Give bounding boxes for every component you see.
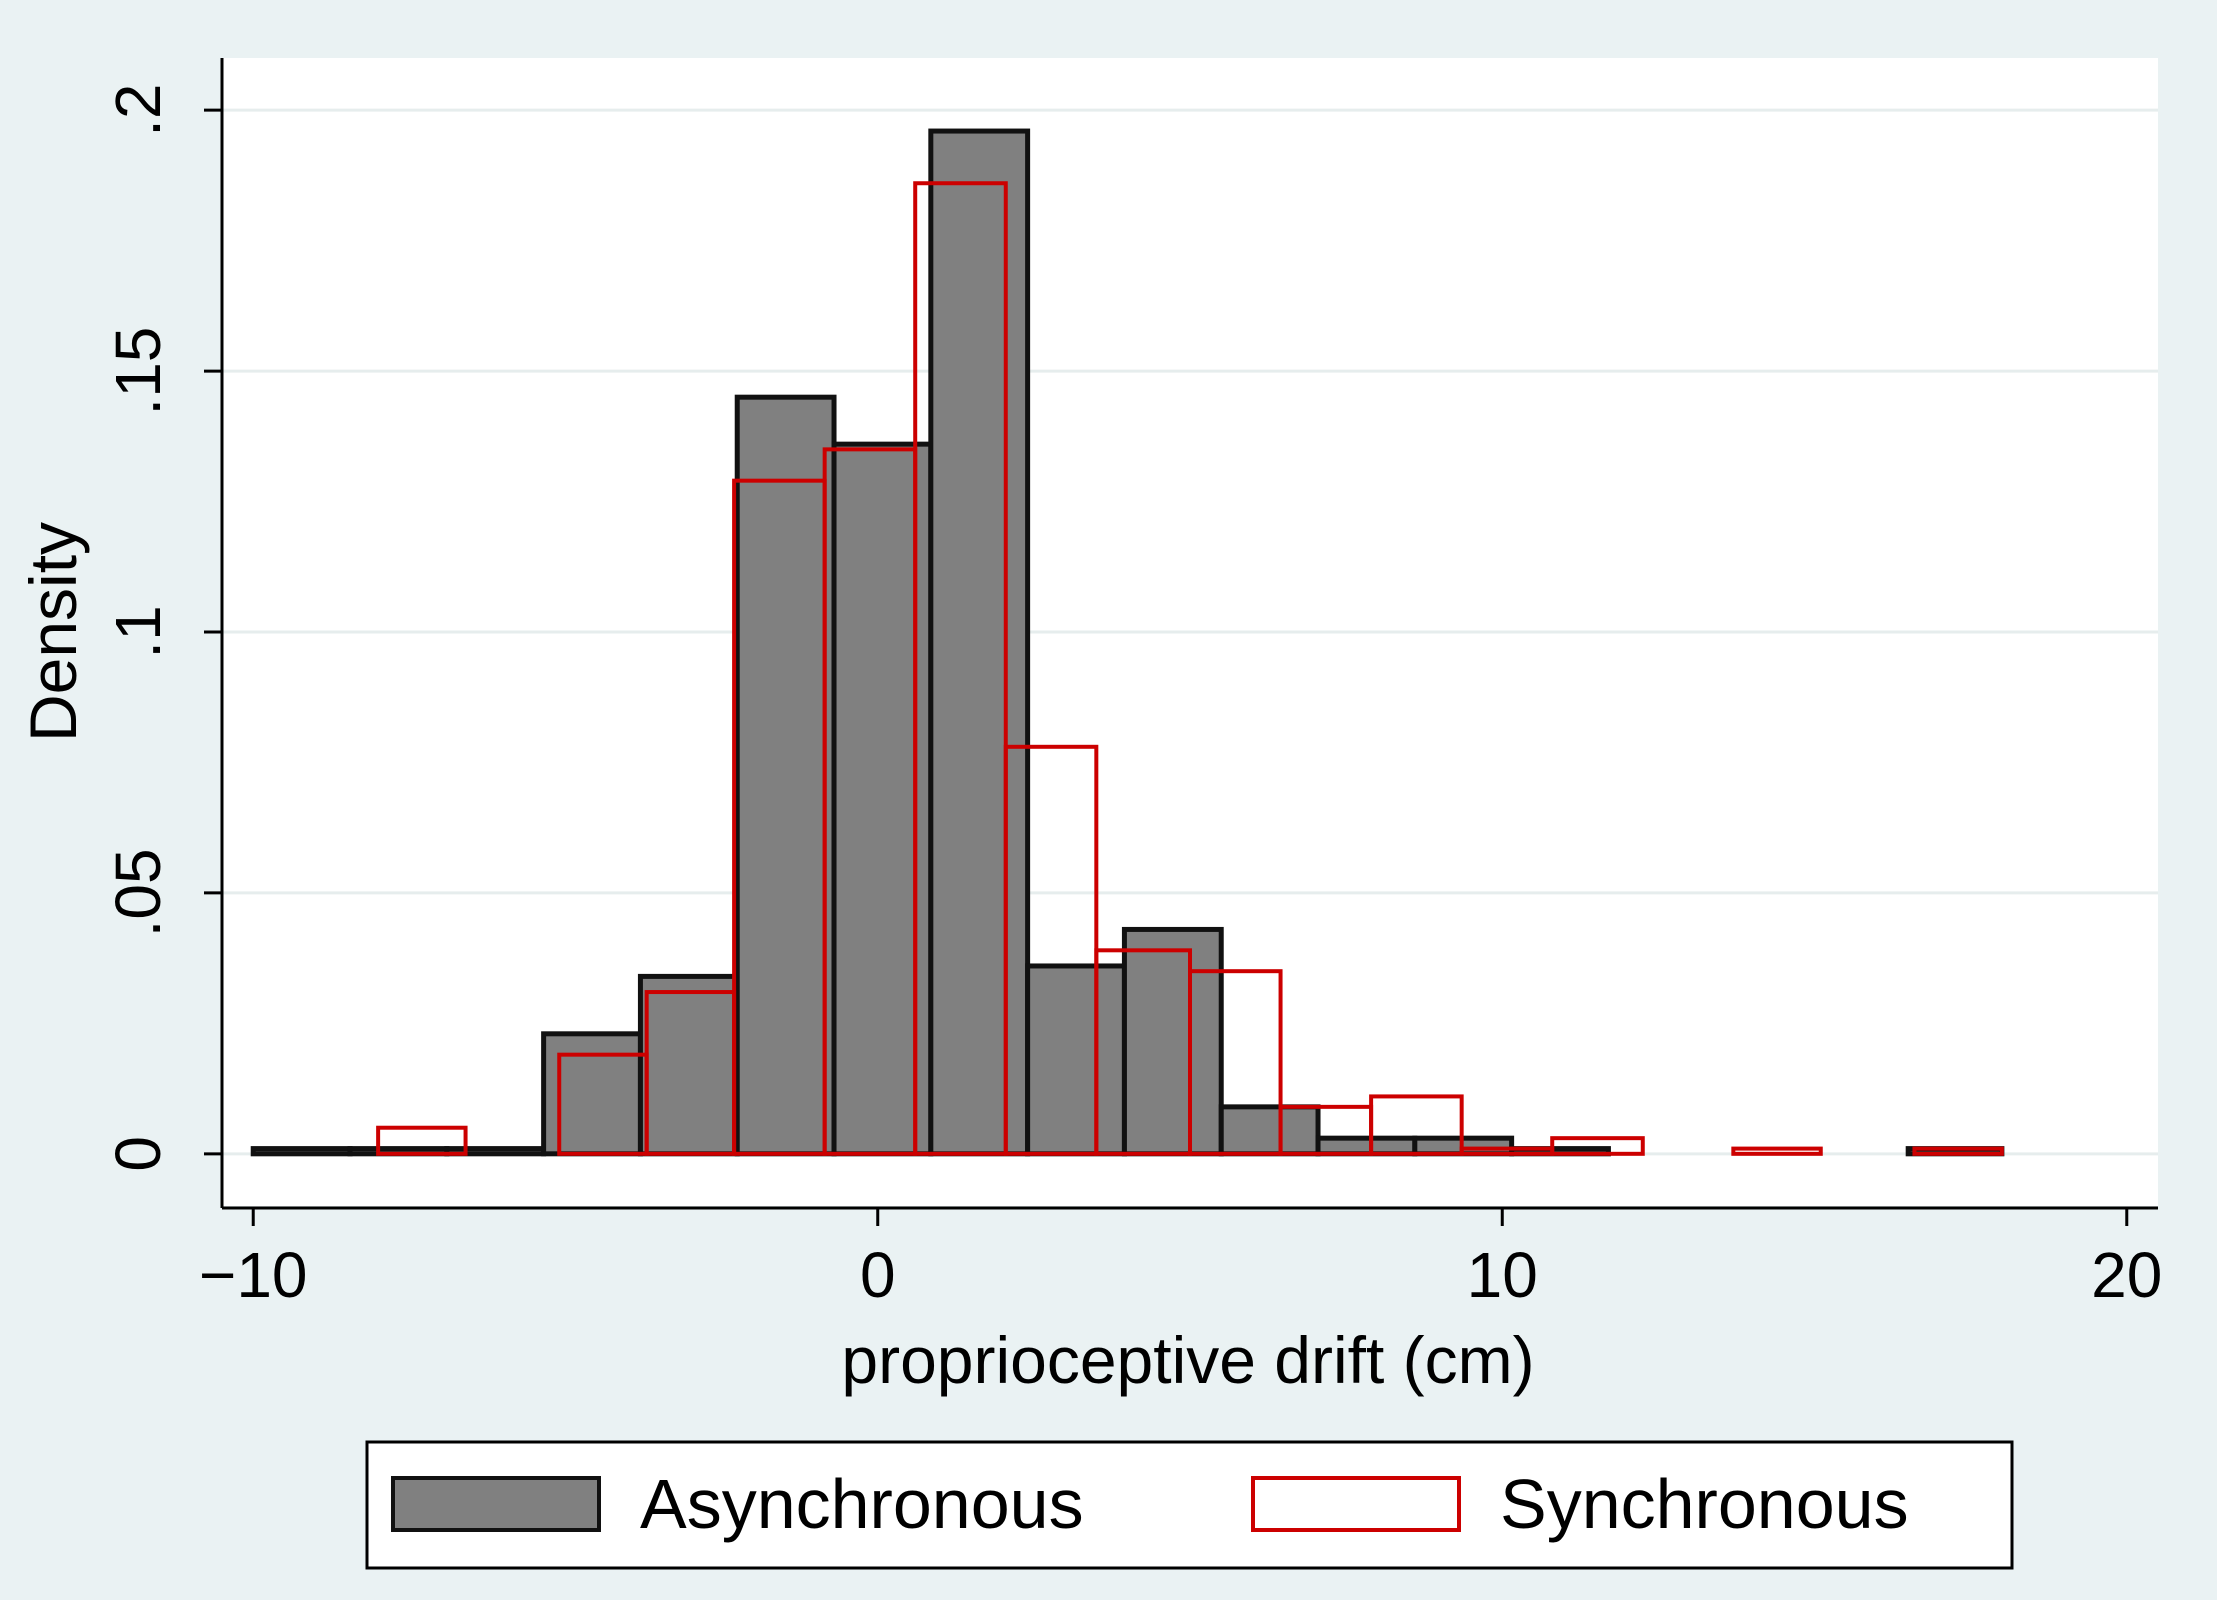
x-tick-label-1: 0: [860, 1239, 896, 1311]
asynchronous-bar-9: [1121, 926, 1224, 1157]
synchronous-bar-10: [1369, 1094, 1464, 1156]
asynchronous-bar-11: [1315, 1135, 1418, 1157]
synchronous-bars: [376, 181, 2004, 1156]
y-tick-label-3: .15: [102, 327, 174, 416]
y-tick-label-2: .1: [102, 605, 174, 658]
legend-swatch-asynchronous: [391, 1476, 601, 1532]
legend: Asynchronous Synchronous: [365, 1440, 2014, 1570]
synchronous-bar-13: [1731, 1146, 1823, 1156]
y-axis-title: Density: [16, 522, 90, 742]
y-tick-label-4: .2: [102, 83, 174, 136]
synchronous-bar-0: [376, 1125, 468, 1156]
asynchronous-bar-5: [734, 394, 837, 1157]
legend-label-synchronous: Synchronous: [1500, 1465, 1909, 1543]
legend-box: [365, 1440, 2014, 1570]
x-tick-label-0: −10: [199, 1239, 308, 1311]
x-tick-label-2: 10: [1467, 1239, 1538, 1311]
legend-swatch-synchronous: [1251, 1476, 1461, 1532]
synchronous-bar-12: [1550, 1136, 1645, 1156]
synchronous-bar-5: [913, 181, 1008, 1156]
synchronous-bar-14: [1912, 1146, 2004, 1156]
synchronous-bar-8: [1188, 969, 1283, 1156]
asynchronous-bar-0: [250, 1146, 353, 1157]
y-tick-label-0: 0: [102, 1136, 174, 1172]
asynchronous-bar-4: [637, 973, 740, 1157]
axes: 0 .05 .1 .15 .2 −10 0 10 20: [102, 58, 2162, 1311]
x-axis-title: proprioceptive drift (cm): [841, 1323, 1534, 1397]
x-tick-label-3: 20: [2091, 1239, 2162, 1311]
asynchronous-bar-10: [1218, 1104, 1321, 1157]
asynchronous-bar-7: [928, 128, 1031, 1157]
legend-label-asynchronous: Asynchronous: [640, 1465, 1084, 1543]
y-tick-label-1: .05: [102, 848, 174, 937]
asynchronous-bar-8: [1025, 963, 1127, 1157]
